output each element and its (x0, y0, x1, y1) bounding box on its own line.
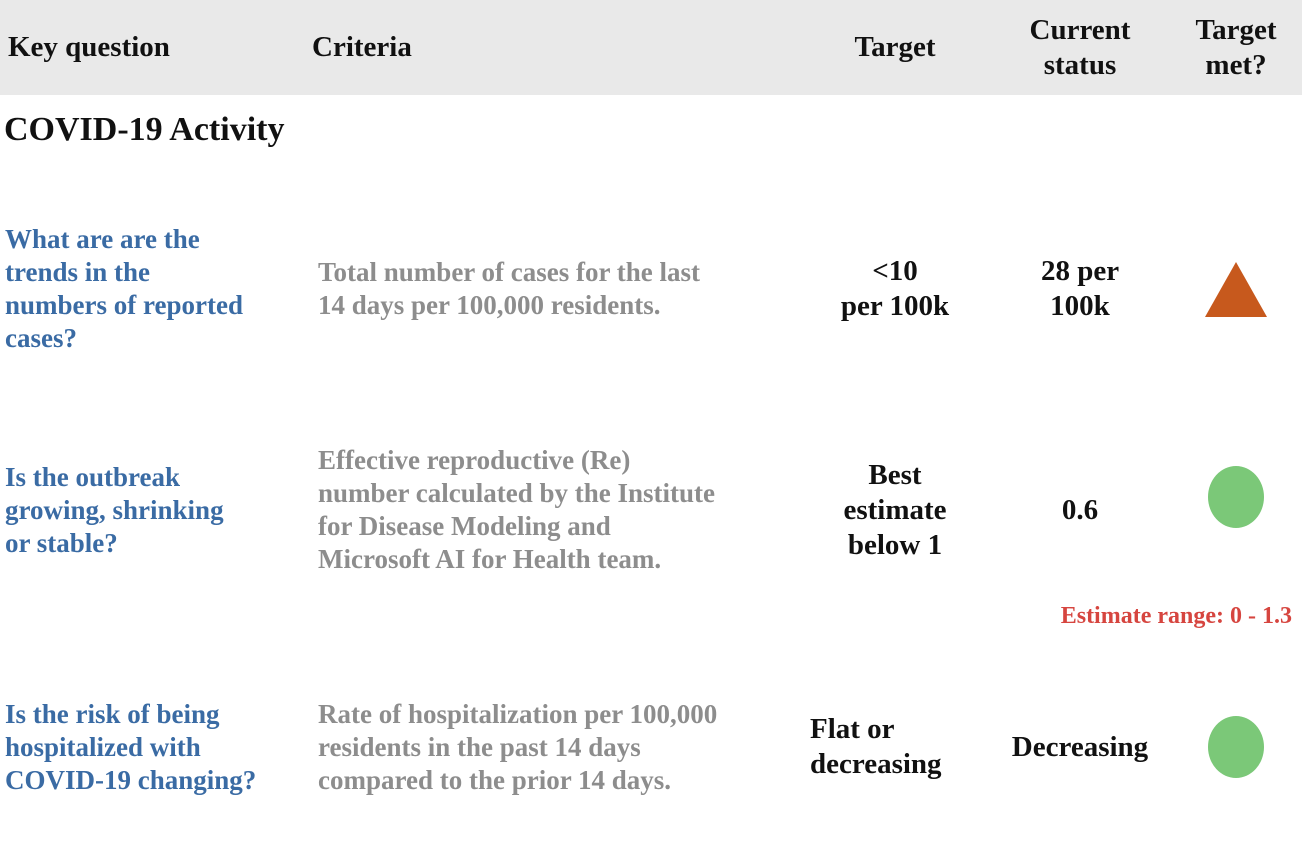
target-met-cell (1170, 466, 1302, 554)
target-met-cell (1170, 261, 1302, 317)
current-status-value: 0.6 (1061, 493, 1099, 526)
col-header-target: Target (854, 31, 936, 63)
table-row-hospitalization-risk: Is the risk of being hospitalized with C… (0, 657, 1302, 817)
estimate-range-row: Estimate range: 0 - 1.3 (0, 595, 1302, 657)
criteria-text: Effective reproductive (Re) number calcu… (318, 445, 716, 574)
criteria-text: Total number of cases for the last 14 da… (318, 257, 700, 320)
col-header-criteria: Criteria (312, 31, 412, 63)
key-question-text: Is the outbreak growing, shrinking or st… (5, 461, 224, 558)
key-question-text: Is the risk of being hospitalized with C… (5, 698, 257, 795)
section-title: COVID-19 Activity (4, 111, 285, 148)
table-row-reported-cases: What are are the trends in the numbers o… (0, 183, 1302, 405)
current-status-value: Decreasing (1011, 730, 1149, 763)
col-header-target-met: Target met? (1195, 13, 1277, 81)
col-header-key-question: Key question (8, 31, 170, 63)
target-value: Flat or decreasing (810, 713, 942, 780)
col-header-current-status: Current status (1029, 13, 1131, 81)
green-circle-icon (1208, 716, 1264, 778)
status-table: Key question Criteria Target Current sta… (0, 0, 1302, 817)
section-title-row: COVID-19 Activity (0, 95, 1302, 183)
green-circle-icon (1208, 466, 1264, 528)
table-row-outbreak-trend: Is the outbreak growing, shrinking or st… (0, 405, 1302, 595)
target-value: Best estimate below 1 (843, 458, 947, 561)
table-header-row: Key question Criteria Target Current sta… (0, 0, 1302, 95)
key-question-text: What are are the trends in the numbers o… (5, 224, 243, 353)
current-status-value: 28 per 100k (1040, 255, 1120, 322)
target-met-cell (1170, 716, 1302, 778)
target-value: <10 per 100k (840, 255, 950, 322)
estimate-range-note: Estimate range: 0 - 1.3 (1060, 603, 1292, 629)
criteria-text: Rate of hospitalization per 100,000 resi… (318, 698, 718, 795)
triangle-up-icon (1205, 261, 1267, 317)
